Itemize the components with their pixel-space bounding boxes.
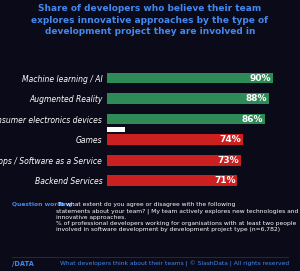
Text: Question wording:: Question wording: bbox=[12, 202, 75, 207]
Text: What developers think about their teams | © SlashData | All rights reserved: What developers think about their teams … bbox=[60, 261, 289, 267]
Bar bbox=[106, 114, 265, 124]
Text: 74%: 74% bbox=[219, 135, 241, 144]
Text: 88%: 88% bbox=[245, 94, 267, 103]
Text: Share of developers who believe their team
explores innovative approaches by the: Share of developers who believe their te… bbox=[32, 4, 268, 36]
Text: 90%: 90% bbox=[249, 73, 271, 83]
Bar bbox=[106, 127, 125, 132]
Text: To what extent do you agree or disagree with the following
statements about your: To what extent do you agree or disagree … bbox=[56, 202, 299, 232]
Bar bbox=[106, 175, 238, 186]
Text: 86%: 86% bbox=[242, 115, 263, 124]
Bar bbox=[106, 73, 273, 83]
Bar bbox=[106, 93, 269, 104]
Bar bbox=[106, 155, 241, 166]
Text: /DATA: /DATA bbox=[12, 261, 34, 267]
Bar bbox=[106, 134, 243, 145]
Text: 71%: 71% bbox=[214, 176, 236, 185]
Text: 73%: 73% bbox=[218, 156, 239, 165]
